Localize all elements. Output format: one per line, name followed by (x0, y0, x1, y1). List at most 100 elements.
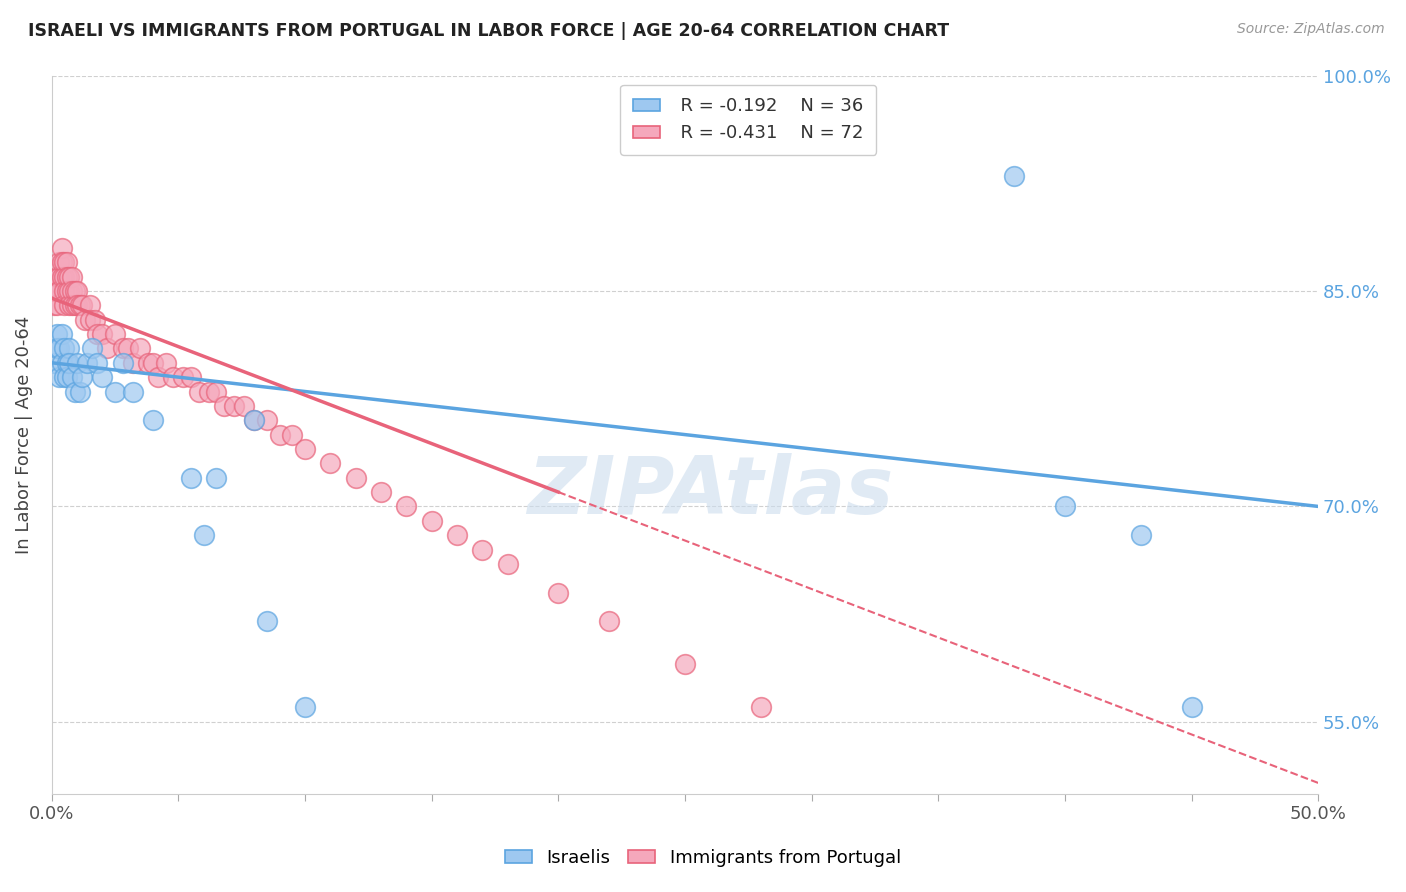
Point (79, 312, 101, 326)
Point (58, 342, 80, 356)
Point (1180, 700, 1202, 714)
Point (162, 370, 184, 384)
Point (70, 298, 93, 312)
Point (53, 269, 76, 284)
Point (749, 700, 772, 714)
Point (673, 657, 696, 672)
Point (45, 298, 67, 312)
Point (370, 485, 392, 500)
Point (44, 298, 66, 312)
Text: ISRAELI VS IMMIGRANTS FROM PORTUGAL IN LABOR FORCE | AGE 20-64 CORRELATION CHART: ISRAELI VS IMMIGRANTS FROM PORTUGAL IN L… (28, 22, 949, 40)
Point (117, 342, 139, 356)
Point (58, 284, 80, 298)
Point (547, 585, 569, 599)
Point (82, 342, 104, 356)
Point (53, 284, 76, 298)
Point (60, 284, 83, 298)
Point (53, 370, 76, 384)
Point (269, 427, 291, 442)
Point (58, 269, 80, 284)
Point (70, 370, 93, 384)
Point (197, 384, 219, 399)
Point (233, 399, 256, 413)
Point (48, 255, 70, 269)
Point (63, 284, 86, 298)
Point (111, 356, 134, 370)
Point (256, 615, 278, 629)
Point (395, 500, 418, 514)
Point (45, 284, 67, 298)
Point (69, 298, 91, 312)
Point (205, 384, 228, 399)
Point (1053, 500, 1076, 514)
Point (66, 298, 89, 312)
Point (294, 700, 316, 714)
Point (48, 370, 70, 384)
Point (56, 255, 79, 269)
Point (51, 269, 73, 284)
Text: ZIPAtlas: ZIPAtlas (527, 453, 893, 531)
Text: Source: ZipAtlas.com: Source: ZipAtlas.com (1237, 22, 1385, 37)
Point (193, 528, 215, 542)
Point (1002, 169, 1025, 183)
Point (91, 370, 114, 384)
Legend: Israelis, Immigrants from Portugal: Israelis, Immigrants from Portugal (498, 842, 908, 874)
Point (86, 327, 108, 342)
Point (1129, 528, 1152, 542)
Point (73, 312, 96, 326)
Legend:   R = -0.192    N = 36,   R = -0.431    N = 72: R = -0.192 N = 36, R = -0.431 N = 72 (620, 85, 876, 155)
Point (56, 370, 79, 384)
Point (58, 298, 80, 312)
Point (598, 615, 620, 629)
Point (294, 442, 316, 456)
Point (56, 284, 79, 298)
Point (48, 284, 70, 298)
Point (212, 399, 235, 413)
Point (155, 356, 177, 370)
Point (45, 342, 67, 356)
Point (111, 342, 134, 356)
Point (48, 342, 70, 356)
Point (224, 399, 246, 413)
Point (56, 356, 79, 370)
Point (319, 456, 342, 470)
Point (79, 298, 101, 312)
Point (83, 312, 105, 326)
Point (344, 471, 367, 485)
Point (45, 269, 67, 284)
Point (58, 356, 80, 370)
Point (146, 370, 169, 384)
Point (187, 384, 209, 399)
Point (180, 370, 202, 384)
Point (243, 413, 266, 427)
Point (121, 384, 143, 399)
Point (121, 356, 143, 370)
Point (129, 342, 152, 356)
Point (172, 370, 194, 384)
Point (420, 514, 443, 528)
Point (104, 384, 127, 399)
Point (446, 528, 468, 542)
Point (45, 327, 67, 342)
Point (63, 298, 86, 312)
Point (63, 384, 86, 399)
Point (51, 241, 73, 255)
Point (60, 370, 83, 384)
Y-axis label: In Labor Force | Age 20-64: In Labor Force | Age 20-64 (15, 316, 32, 554)
Point (53, 298, 76, 312)
Point (142, 413, 165, 427)
Point (51, 356, 73, 370)
Point (51, 327, 73, 342)
Point (136, 356, 159, 370)
Point (66, 284, 89, 298)
Point (60, 298, 83, 312)
Point (56, 269, 79, 284)
Point (51, 255, 73, 269)
Point (91, 327, 114, 342)
Point (243, 413, 266, 427)
Point (53, 255, 76, 269)
Point (256, 413, 278, 427)
Point (69, 384, 91, 399)
Point (142, 356, 165, 370)
Point (96, 342, 118, 356)
